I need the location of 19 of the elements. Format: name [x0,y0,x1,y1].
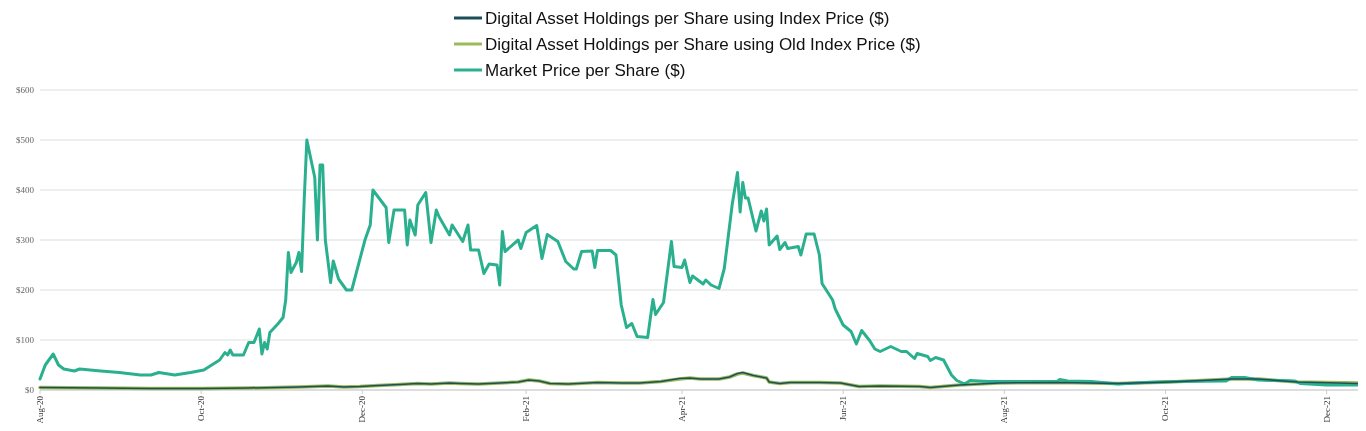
x-tick-label: Dec-20 [357,395,368,423]
x-tick-label: Oct-20 [196,395,207,421]
legend-label: Digital Asset Holdings per Share using Index Price ($) [485,9,890,28]
y-tick-label: $400 [16,185,35,195]
y-tick-label: $300 [16,235,35,245]
x-tick-label: Apr-21 [677,396,688,422]
legend-label: Digital Asset Holdings per Share using Old Index Price ($) [485,35,921,54]
x-tick-label: Feb-21 [521,396,532,422]
x-tick-label: Aug-21 [999,396,1010,424]
x-tick-label: Jun-21 [838,396,849,421]
legend-label: Market Price per Share ($) [485,61,686,80]
x-tick-label: Aug-20 [35,395,45,424]
y-tick-label: $0 [25,385,35,395]
x-tick-label: Oct-21 [1160,396,1171,421]
y-tick-label: $500 [16,135,35,145]
y-tick-label: $100 [16,335,35,345]
y-tick-label: $600 [16,85,35,95]
y-tick-label: $200 [16,285,35,295]
x-tick-label: Dec-21 [1321,396,1332,423]
